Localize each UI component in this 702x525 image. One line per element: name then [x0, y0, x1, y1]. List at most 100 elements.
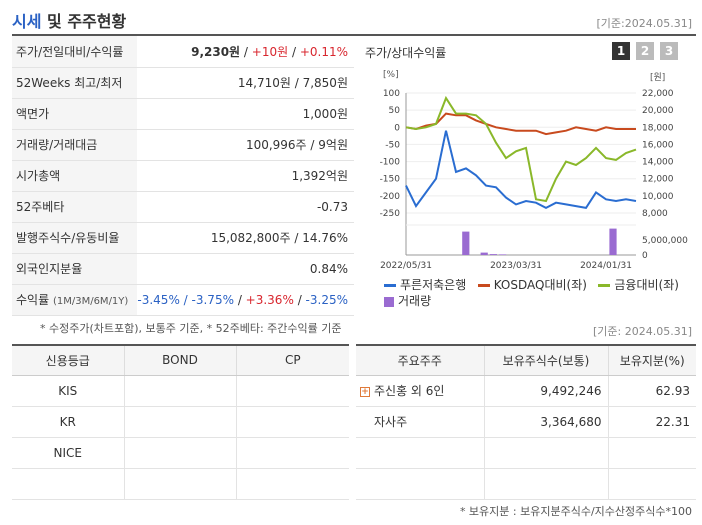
table-header-row: 신용등급 BOND CP — [12, 344, 349, 376]
returns-label: 수익률 — [16, 293, 50, 307]
row-value: 14,710원 / 7,850원 — [137, 67, 354, 99]
returns-period: (1M/3M/6M/1Y) — [52, 296, 129, 307]
row-label: 주가/전일대비/수익률 — [12, 36, 138, 68]
cp-rating — [236, 375, 349, 407]
legend-label: 푸른저축은행 — [400, 278, 467, 292]
return-6m: +3.36% — [245, 292, 294, 307]
row-value: 100,996주 / 9억원 — [137, 129, 354, 161]
bond-rating — [124, 468, 237, 500]
title-highlight: 시세 — [12, 12, 42, 31]
rating-agency — [12, 468, 125, 500]
chart-legend-volume: 거래량 — [384, 292, 431, 309]
column-header: 신용등급 — [12, 344, 125, 376]
rating-agency: KR — [12, 406, 125, 438]
price-summary-table: 주가/전일대비/수익률 9,230원 / +10원 / +0.11% 52Wee… — [12, 36, 354, 316]
column-header: CP — [236, 344, 349, 376]
return-3m: -3.75% — [191, 292, 234, 307]
table-row: 시가총액 1,392억원 — [12, 160, 354, 192]
right-axis-unit: [원] — [650, 73, 666, 83]
x-tick-label: 2023/03/31 — [490, 261, 542, 271]
table-row: 액면가 1,000원 — [12, 98, 354, 130]
cp-rating — [236, 437, 349, 469]
column-header: 주요주주 — [356, 344, 485, 376]
bond-rating — [124, 437, 237, 469]
cp-rating — [236, 406, 349, 438]
bond-rating — [124, 375, 237, 407]
table-row: 거래량/거래대금 100,996주 / 9억원 — [12, 129, 354, 161]
column-header: BOND — [124, 344, 237, 376]
chart-page-1-button[interactable]: 1 — [612, 42, 630, 60]
y-left-tick-label: 100 — [383, 89, 400, 99]
y-left-tick-label: 50 — [389, 106, 401, 116]
row-label: 액면가 — [12, 98, 138, 130]
y-left-tick-label: -200 — [380, 192, 401, 202]
x-tick-label: 2024/01/31 — [580, 261, 632, 271]
table-header-row: 주요주주 보유주식수(보통) 보유지분(%) — [356, 344, 696, 376]
y-right-tick-label: 12,000 — [642, 175, 674, 185]
legend-label: 거래량 — [398, 294, 432, 308]
y-left-tick-label: -50 — [385, 140, 400, 150]
legend-item: 푸른저축은행 — [384, 278, 466, 292]
cp-rating — [236, 468, 349, 500]
y-left-tick-label: -150 — [380, 175, 401, 185]
table-row: NICE — [12, 437, 349, 469]
row-label: 52Weeks 최고/최저 — [12, 67, 138, 99]
y-right-tick-label: 8,000 — [642, 209, 668, 219]
legend-swatch — [384, 284, 396, 287]
y-volume-tick-label: 0 — [642, 251, 648, 261]
legend-swatch — [598, 284, 611, 287]
chart-page-3-button[interactable]: 3 — [660, 42, 678, 60]
table-row: 발행주식수/유동비율 15,082,800주 / 14.76% — [12, 222, 354, 254]
sep: / — [183, 292, 192, 307]
table-row: 수익률 (1M/3M/6M/1Y) -3.45% / -3.75% / +3.3… — [12, 284, 354, 316]
y-right-tick-label: 20,000 — [642, 106, 674, 116]
sep: / — [240, 44, 252, 59]
credit-rating-table: 신용등급 BOND CP KIS KR NICE — [12, 344, 349, 500]
volume-bar — [489, 254, 497, 255]
row-value: 1,000원 — [137, 98, 354, 130]
page-title: 시세 및 주주현황 — [12, 8, 126, 32]
row-value: -3.45% / -3.75% / +3.36% / -3.25% — [137, 284, 354, 316]
table-row: KR — [12, 406, 349, 438]
holder-pct: 22.31 — [608, 406, 696, 438]
chart-legend: 푸른저축은행 KOSDAQ대비(좌) 금융대비(좌) — [384, 276, 679, 293]
holder-shares — [484, 468, 609, 500]
row-label: 수익률 (1M/3M/6M/1Y) — [12, 284, 138, 316]
legend-label: KOSDAQ대비(좌) — [493, 278, 587, 292]
volume-bar — [499, 254, 507, 255]
legend-swatch — [384, 296, 394, 307]
major-shareholders-table: 주요주주 보유주식수(보통) 보유지분(%) + 주신홍 외 6인 9,492,2… — [356, 344, 696, 500]
holder-name: 주신홍 외 6인 — [374, 384, 445, 398]
legend-label: 금융대비(좌) — [614, 278, 679, 292]
legend-swatch — [477, 284, 490, 287]
chart-page-2-button[interactable]: 2 — [636, 42, 654, 60]
expand-icon[interactable]: + — [360, 386, 370, 397]
holder-name — [356, 437, 485, 469]
x-tick-label: 2022/05/31 — [380, 261, 432, 271]
table-row: 주가/전일대비/수익률 9,230원 / +10원 / +0.11% — [12, 36, 354, 68]
column-header: 보유지분(%) — [608, 344, 696, 376]
row-value: 15,082,800주 / 14.76% — [137, 222, 354, 254]
left-axis-unit: [%] — [383, 70, 399, 80]
row-label: 시가총액 — [12, 160, 138, 192]
series-line — [405, 130, 637, 210]
holder-name-cell: + 주신홍 외 6인 — [356, 375, 485, 407]
row-value: 1,392억원 — [137, 160, 354, 192]
rating-agency: KIS — [12, 375, 125, 407]
table-row: KIS — [12, 375, 349, 407]
y-right-tick-label: 14,000 — [642, 158, 674, 168]
header-divider — [12, 34, 696, 36]
chart-title: 주가/상대수익률 — [365, 46, 447, 60]
holder-name: 자사주 — [356, 406, 485, 438]
table-row: 자사주 3,364,680 22.31 — [356, 406, 696, 438]
holder-name — [356, 468, 485, 500]
volume-bar — [462, 231, 470, 255]
y-left-tick-label: 0 — [394, 123, 400, 133]
rating-agency: NICE — [12, 437, 125, 469]
row-value: 9,230원 / +10원 / +0.11% — [137, 36, 354, 68]
y-right-tick-label: 22,000 — [642, 89, 674, 99]
y-right-tick-label: 16,000 — [642, 140, 674, 150]
table-row — [356, 437, 696, 469]
row-value: 0.84% — [137, 253, 354, 285]
holder-pct: 62.93 — [608, 375, 696, 407]
